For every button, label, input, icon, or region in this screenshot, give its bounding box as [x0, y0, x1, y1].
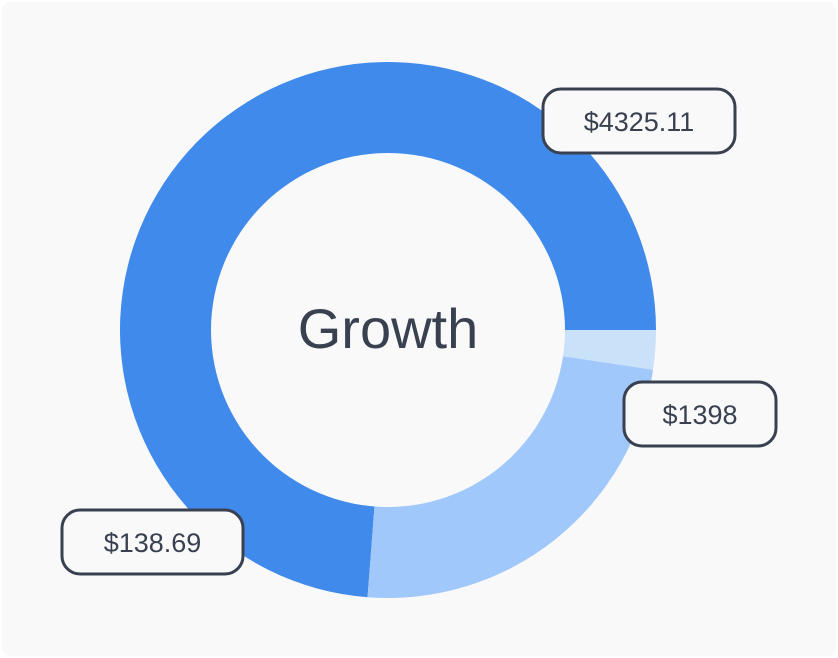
data-label-3: $138.69	[60, 508, 245, 576]
data-label-box	[541, 87, 737, 155]
data-labels-group: $4325.11 $1398 $138.69	[60, 87, 778, 576]
data-label-text: $4325.11	[584, 107, 695, 137]
data-label-1: $4325.11	[541, 87, 737, 155]
donut-hole	[211, 153, 565, 507]
data-label-2: $1398	[622, 380, 778, 448]
data-label-box	[60, 508, 245, 576]
center-label: Growth	[298, 297, 479, 360]
data-label-text: $1398	[662, 400, 737, 430]
data-label-text: $138.69	[104, 528, 202, 558]
data-label-box	[622, 380, 778, 448]
